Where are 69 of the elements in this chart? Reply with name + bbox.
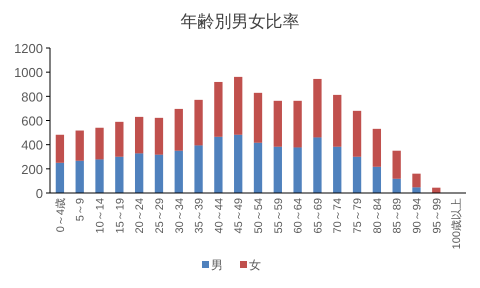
x-tick-label: 85～89 [392,198,404,234]
bar [352,156,362,193]
y-tick-label: 800 [21,89,43,104]
x-tick-label: 70～74 [332,198,344,234]
x-tick-label: 30～34 [174,198,186,234]
bar [392,150,401,179]
x-tick-label: 0～4歳 [54,198,67,232]
x-tick-label: 15～19 [114,198,126,234]
bar [214,82,223,137]
x-tick-label: 10～14 [94,198,107,234]
x-tick-label: 40～44 [213,198,226,234]
x-tick-label: 25～29 [154,198,166,234]
y-tick-label: 400 [21,138,43,153]
bar [194,145,203,193]
bar [313,137,322,193]
x-tick-label: 95～99 [431,198,444,234]
y-tick-label: 1000 [14,65,43,80]
bar [293,147,302,193]
bar [174,108,183,151]
bar [76,160,84,193]
y-tick-label: 600 [21,114,43,128]
bar [392,178,401,193]
legend-label: 女 [249,258,261,272]
bar [115,156,124,193]
x-tick-label: 50～54 [253,198,265,234]
bar [154,154,164,193]
x-tick-label: 35～39 [194,198,206,234]
chart-title: 年齢別男女比率 [180,12,300,31]
bar [154,118,164,155]
bar [313,78,322,138]
x-tick-label: 100歳以上 [450,198,464,250]
x-tick-label: 75～79 [352,198,364,234]
bar [333,94,342,147]
x-tick-label: 20～24 [134,198,146,234]
bar [214,136,223,193]
x-tick-label: 60～64 [292,198,305,234]
bar [234,76,242,135]
bar [372,166,382,193]
bar [134,116,144,154]
x-tick-label: 90～94 [411,198,424,234]
bar [56,162,64,193]
bar [254,142,262,193]
bar [56,134,64,163]
bar [95,159,104,193]
legend-label: 男 [211,258,223,272]
y-tick-label: 200 [21,162,43,177]
x-tick-label: 55～59 [272,198,285,234]
bar [115,122,124,157]
x-tick-label: 45～49 [233,198,246,234]
bar [254,92,262,143]
y-tick-label: 0 [36,186,43,201]
bar [134,153,144,193]
bar [174,150,183,193]
x-tick-label: 80～84 [372,198,384,234]
bar [352,110,362,157]
bar [76,130,84,161]
x-tick-label: 65～69 [312,198,324,234]
bar [293,100,302,148]
bar [274,100,282,147]
bar [95,128,104,160]
bar [234,134,242,193]
y-tick-label: 1200 [14,41,43,56]
bar [194,100,203,146]
bar [333,146,342,193]
bar [432,188,440,193]
bar [372,128,382,167]
bar [274,146,282,193]
x-tick-label: 5～9 [74,198,87,222]
bar [412,174,421,188]
